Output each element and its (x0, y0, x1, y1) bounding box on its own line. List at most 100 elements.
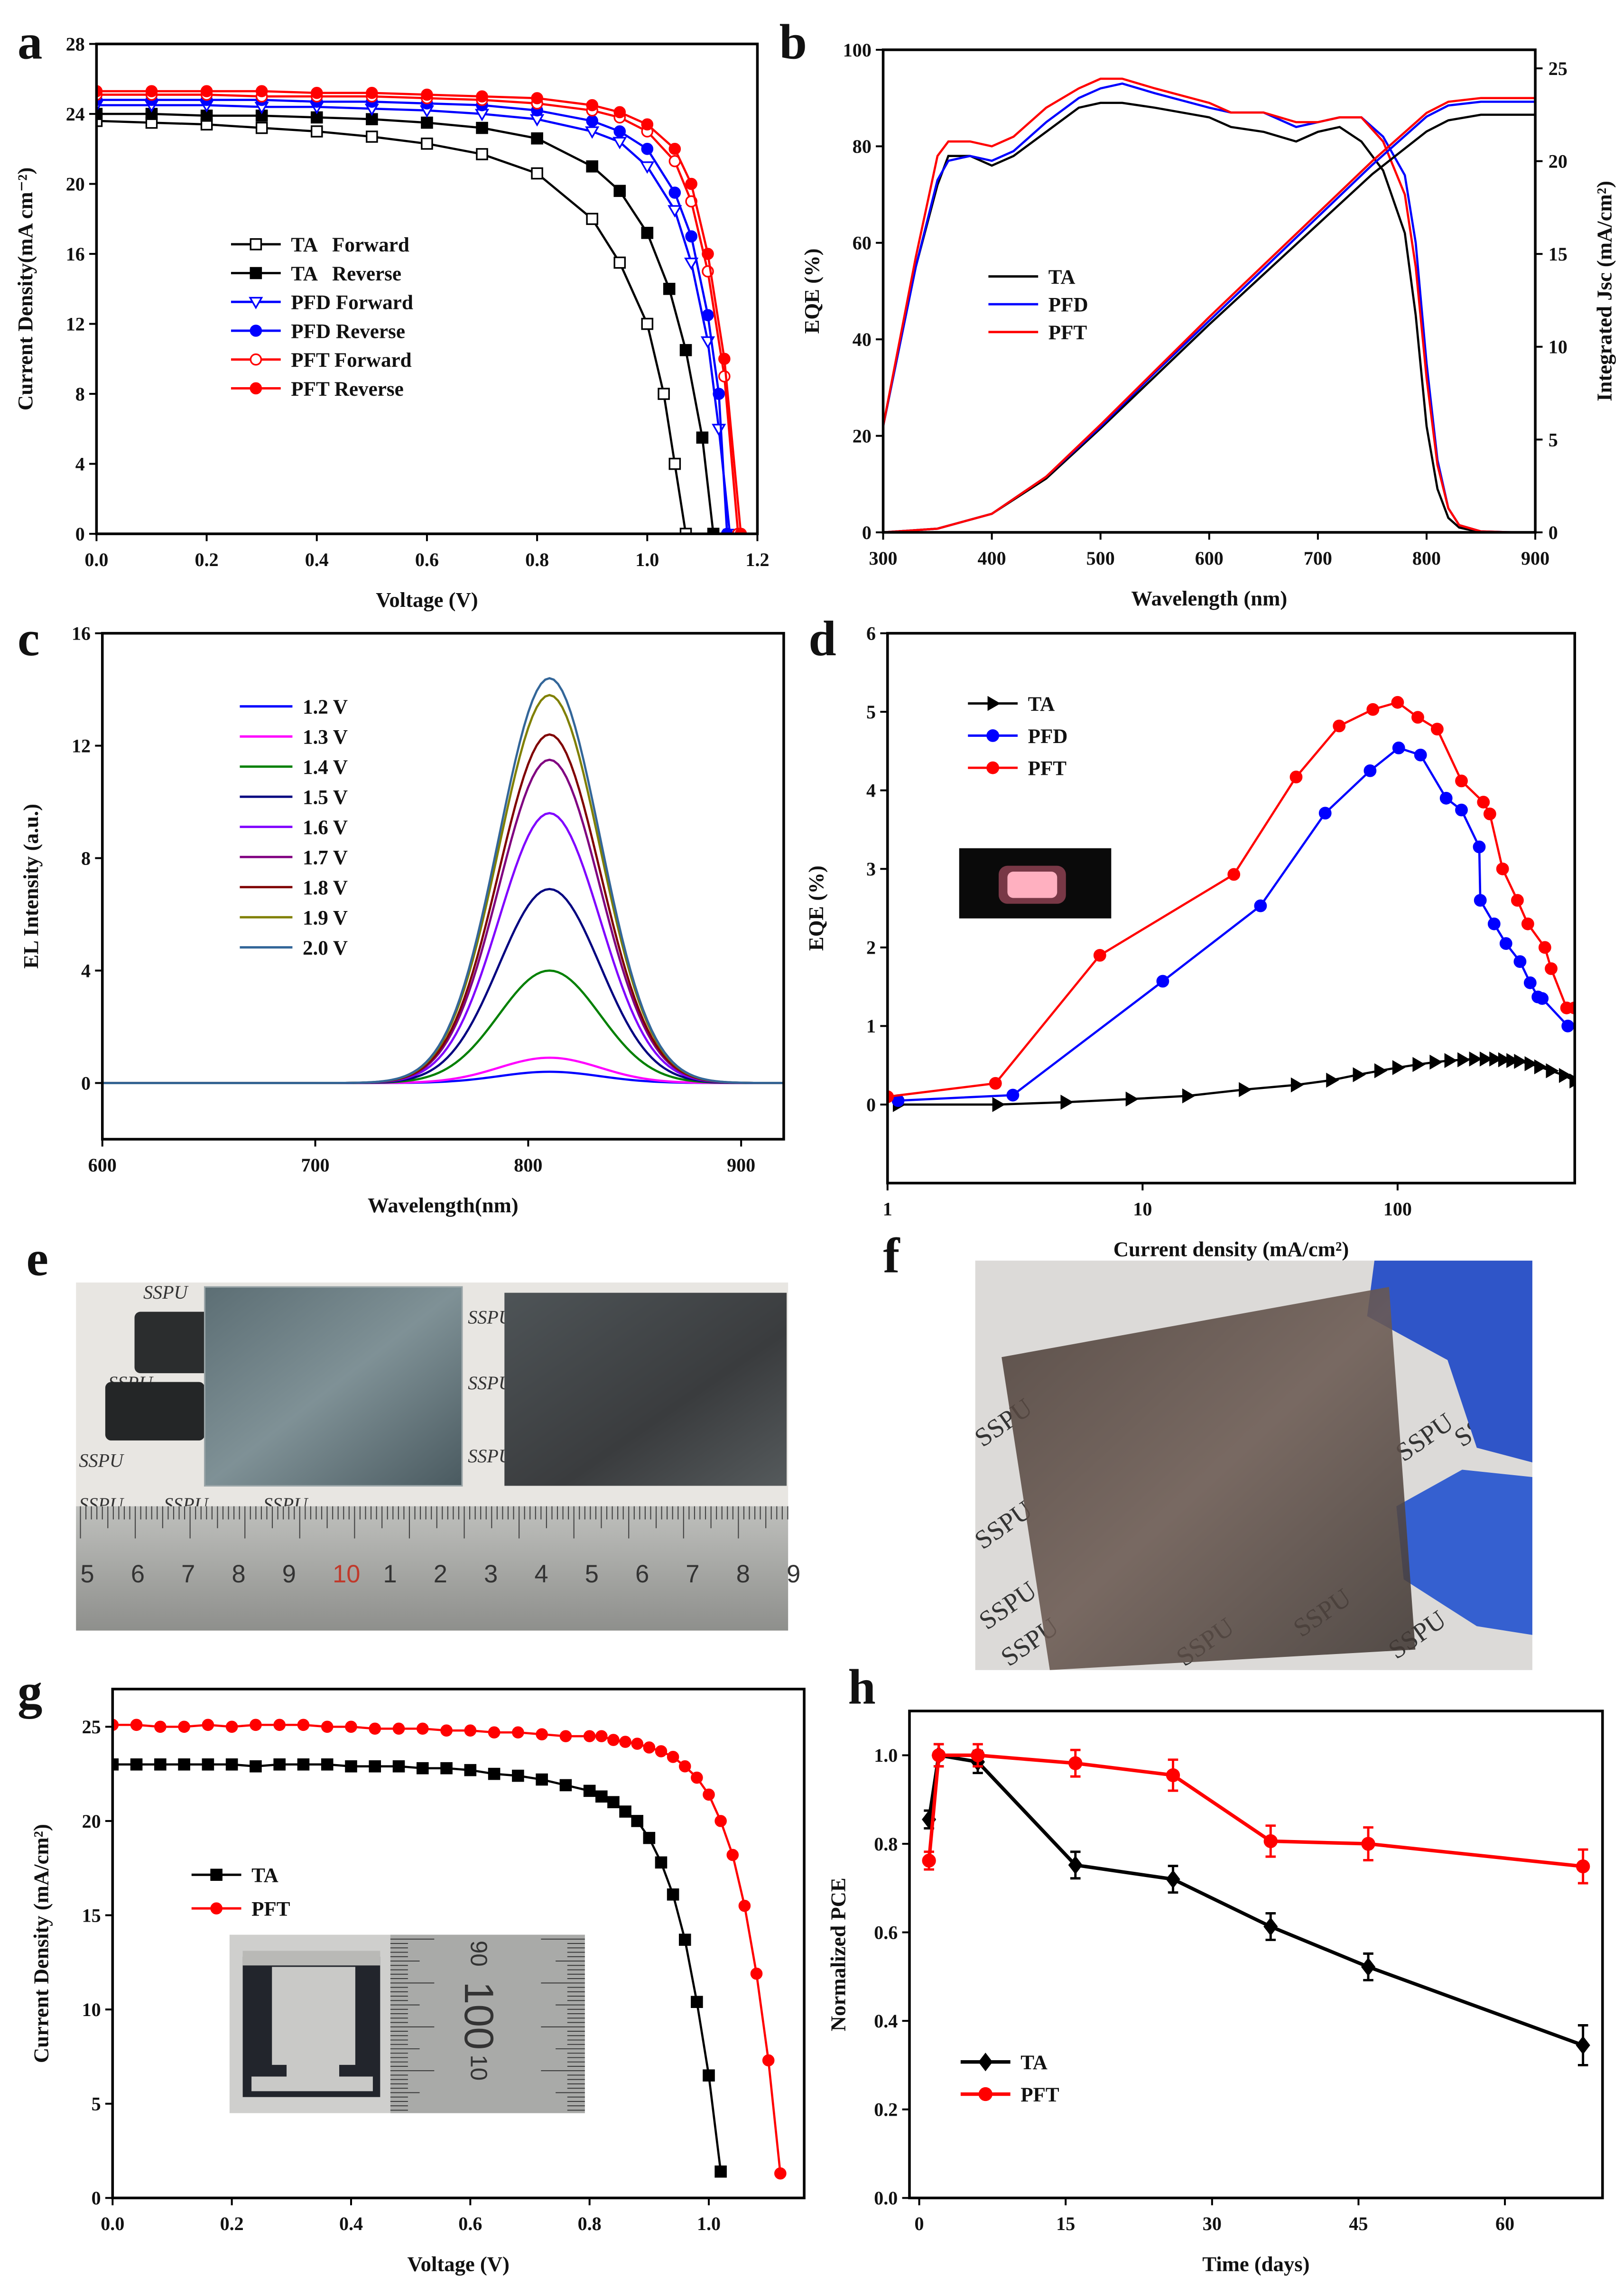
data-point (512, 1726, 524, 1738)
legend-marker (250, 353, 262, 366)
legend-label: 1.6 V (303, 817, 348, 839)
data-point (1439, 791, 1453, 805)
series-line (96, 112, 714, 534)
data-point (130, 1758, 143, 1771)
ruler-number: 2 (434, 1561, 447, 1588)
legend-item: PFD (988, 294, 1088, 316)
data-point (1391, 696, 1404, 709)
plot-area (887, 696, 1575, 1112)
legend-item: PFT (968, 758, 1067, 780)
small-module-2 (105, 1382, 205, 1441)
photo-f-film-in-hand: SSPUSSPUSSPUSSPUSSPUSSPUSSPUSSPUSSPUSSPU (969, 1260, 1532, 1672)
legend-marker (250, 238, 262, 251)
plot-frame (886, 632, 1577, 1185)
x-tick-label: 800 (514, 1154, 542, 1176)
data-point (774, 2167, 787, 2180)
series-ta-reverse (96, 108, 720, 534)
y-tick-label: 20 (82, 1811, 101, 1832)
legend-label: PFT (1028, 758, 1067, 780)
series-ta-forward (96, 115, 692, 534)
data-point (1455, 774, 1468, 788)
y-tick-label: 28 (66, 33, 85, 55)
panel-label-d: d (808, 611, 836, 666)
y-tick-label: 5 (92, 2093, 101, 2115)
legend-item: 1.3 V (240, 726, 348, 749)
legend-label: PFD (1028, 725, 1068, 748)
data-point (392, 1722, 405, 1735)
svg-text:SSPU: SSPU (143, 1282, 189, 1303)
data-point (1254, 899, 1267, 912)
y-tick-label: 20 (853, 425, 872, 446)
legend-label: 1.5 V (303, 787, 348, 809)
data-point (685, 177, 697, 190)
data-point (762, 2054, 775, 2067)
data-point (559, 1730, 572, 1742)
data-point (130, 1719, 143, 1731)
data-point (1499, 937, 1512, 950)
legend-marker (249, 297, 263, 309)
data-point (1561, 1019, 1575, 1032)
legend-label: PFD (1048, 294, 1088, 316)
plot-frame (908, 1710, 1604, 2200)
legend-label: TA (1020, 2052, 1048, 2074)
legend-label: 2.0 V (303, 937, 348, 959)
ruler-number: 1 (383, 1561, 397, 1588)
legend-label: PFT (251, 1898, 290, 1921)
data-point (641, 143, 654, 155)
y-axis-label: EQE (%) (800, 248, 824, 334)
series-line (102, 677, 784, 1084)
legend-item: 1.9 V (240, 907, 348, 930)
data-point (297, 1719, 310, 1731)
data-point (1558, 1068, 1572, 1083)
data-point (1513, 955, 1527, 968)
ruler-number: 8 (232, 1561, 245, 1588)
series-ta (112, 1758, 727, 2178)
data-point (613, 125, 626, 138)
ruler-number: 5 (81, 1561, 94, 1588)
legend-label: 1.9 V (303, 907, 348, 930)
data-point (536, 1728, 548, 1740)
legend-marker (986, 761, 1000, 774)
x-tick-label: 1.2 (745, 549, 769, 570)
x-tick-label: 0.2 (195, 549, 219, 570)
data-point (154, 1720, 167, 1733)
series-pft-reverse (96, 85, 747, 534)
y-axis-label: Current Density (mA/cm²) (29, 1824, 53, 2063)
y-tick-label: 8 (81, 847, 91, 869)
legend-label: 1.3 V (303, 726, 348, 749)
legend-item: 1.5 V (240, 787, 348, 809)
data-point (1412, 1057, 1426, 1072)
data-point (678, 1933, 691, 1946)
x-axis-label: Voltage (V) (376, 588, 478, 612)
x-axis-label: Time (days) (1202, 2252, 1309, 2276)
data-point (696, 431, 709, 444)
legend-item: PFT Forward (231, 349, 412, 372)
x-tick-label: 0.2 (220, 2213, 244, 2234)
x-axis-label: Current density (mA/cm²) (1113, 1237, 1349, 1261)
data-point (273, 1758, 286, 1771)
y-tick-label: 6 (866, 623, 876, 644)
data-point (310, 87, 323, 99)
y2-tick-label: 10 (1549, 336, 1567, 358)
data-point (1473, 840, 1486, 854)
y-tick-label: 0.6 (874, 1922, 898, 1943)
legend-label: 1.7 V (303, 847, 348, 869)
data-point (655, 1745, 668, 1757)
legend-item: PFT (191, 1898, 290, 1921)
data-point (1534, 1059, 1548, 1075)
plot-frame (881, 48, 1537, 534)
y-tick-label: 5 (866, 701, 876, 723)
ruler-number: 4 (534, 1561, 548, 1588)
ruler-number: 6 (635, 1561, 649, 1588)
y-tick-label: 0.8 (874, 1833, 898, 1855)
data-point (1477, 796, 1490, 809)
svg-text:SSPU: SSPU (79, 1450, 125, 1471)
data-point (583, 1785, 596, 1797)
data-point (1374, 1063, 1388, 1078)
data-point (145, 85, 158, 97)
legend-item: 1.2 V (240, 696, 348, 718)
data-point (1429, 1054, 1443, 1070)
panel-label-h: h (848, 1660, 876, 1715)
x-tick-label: 0.6 (458, 2213, 482, 2234)
